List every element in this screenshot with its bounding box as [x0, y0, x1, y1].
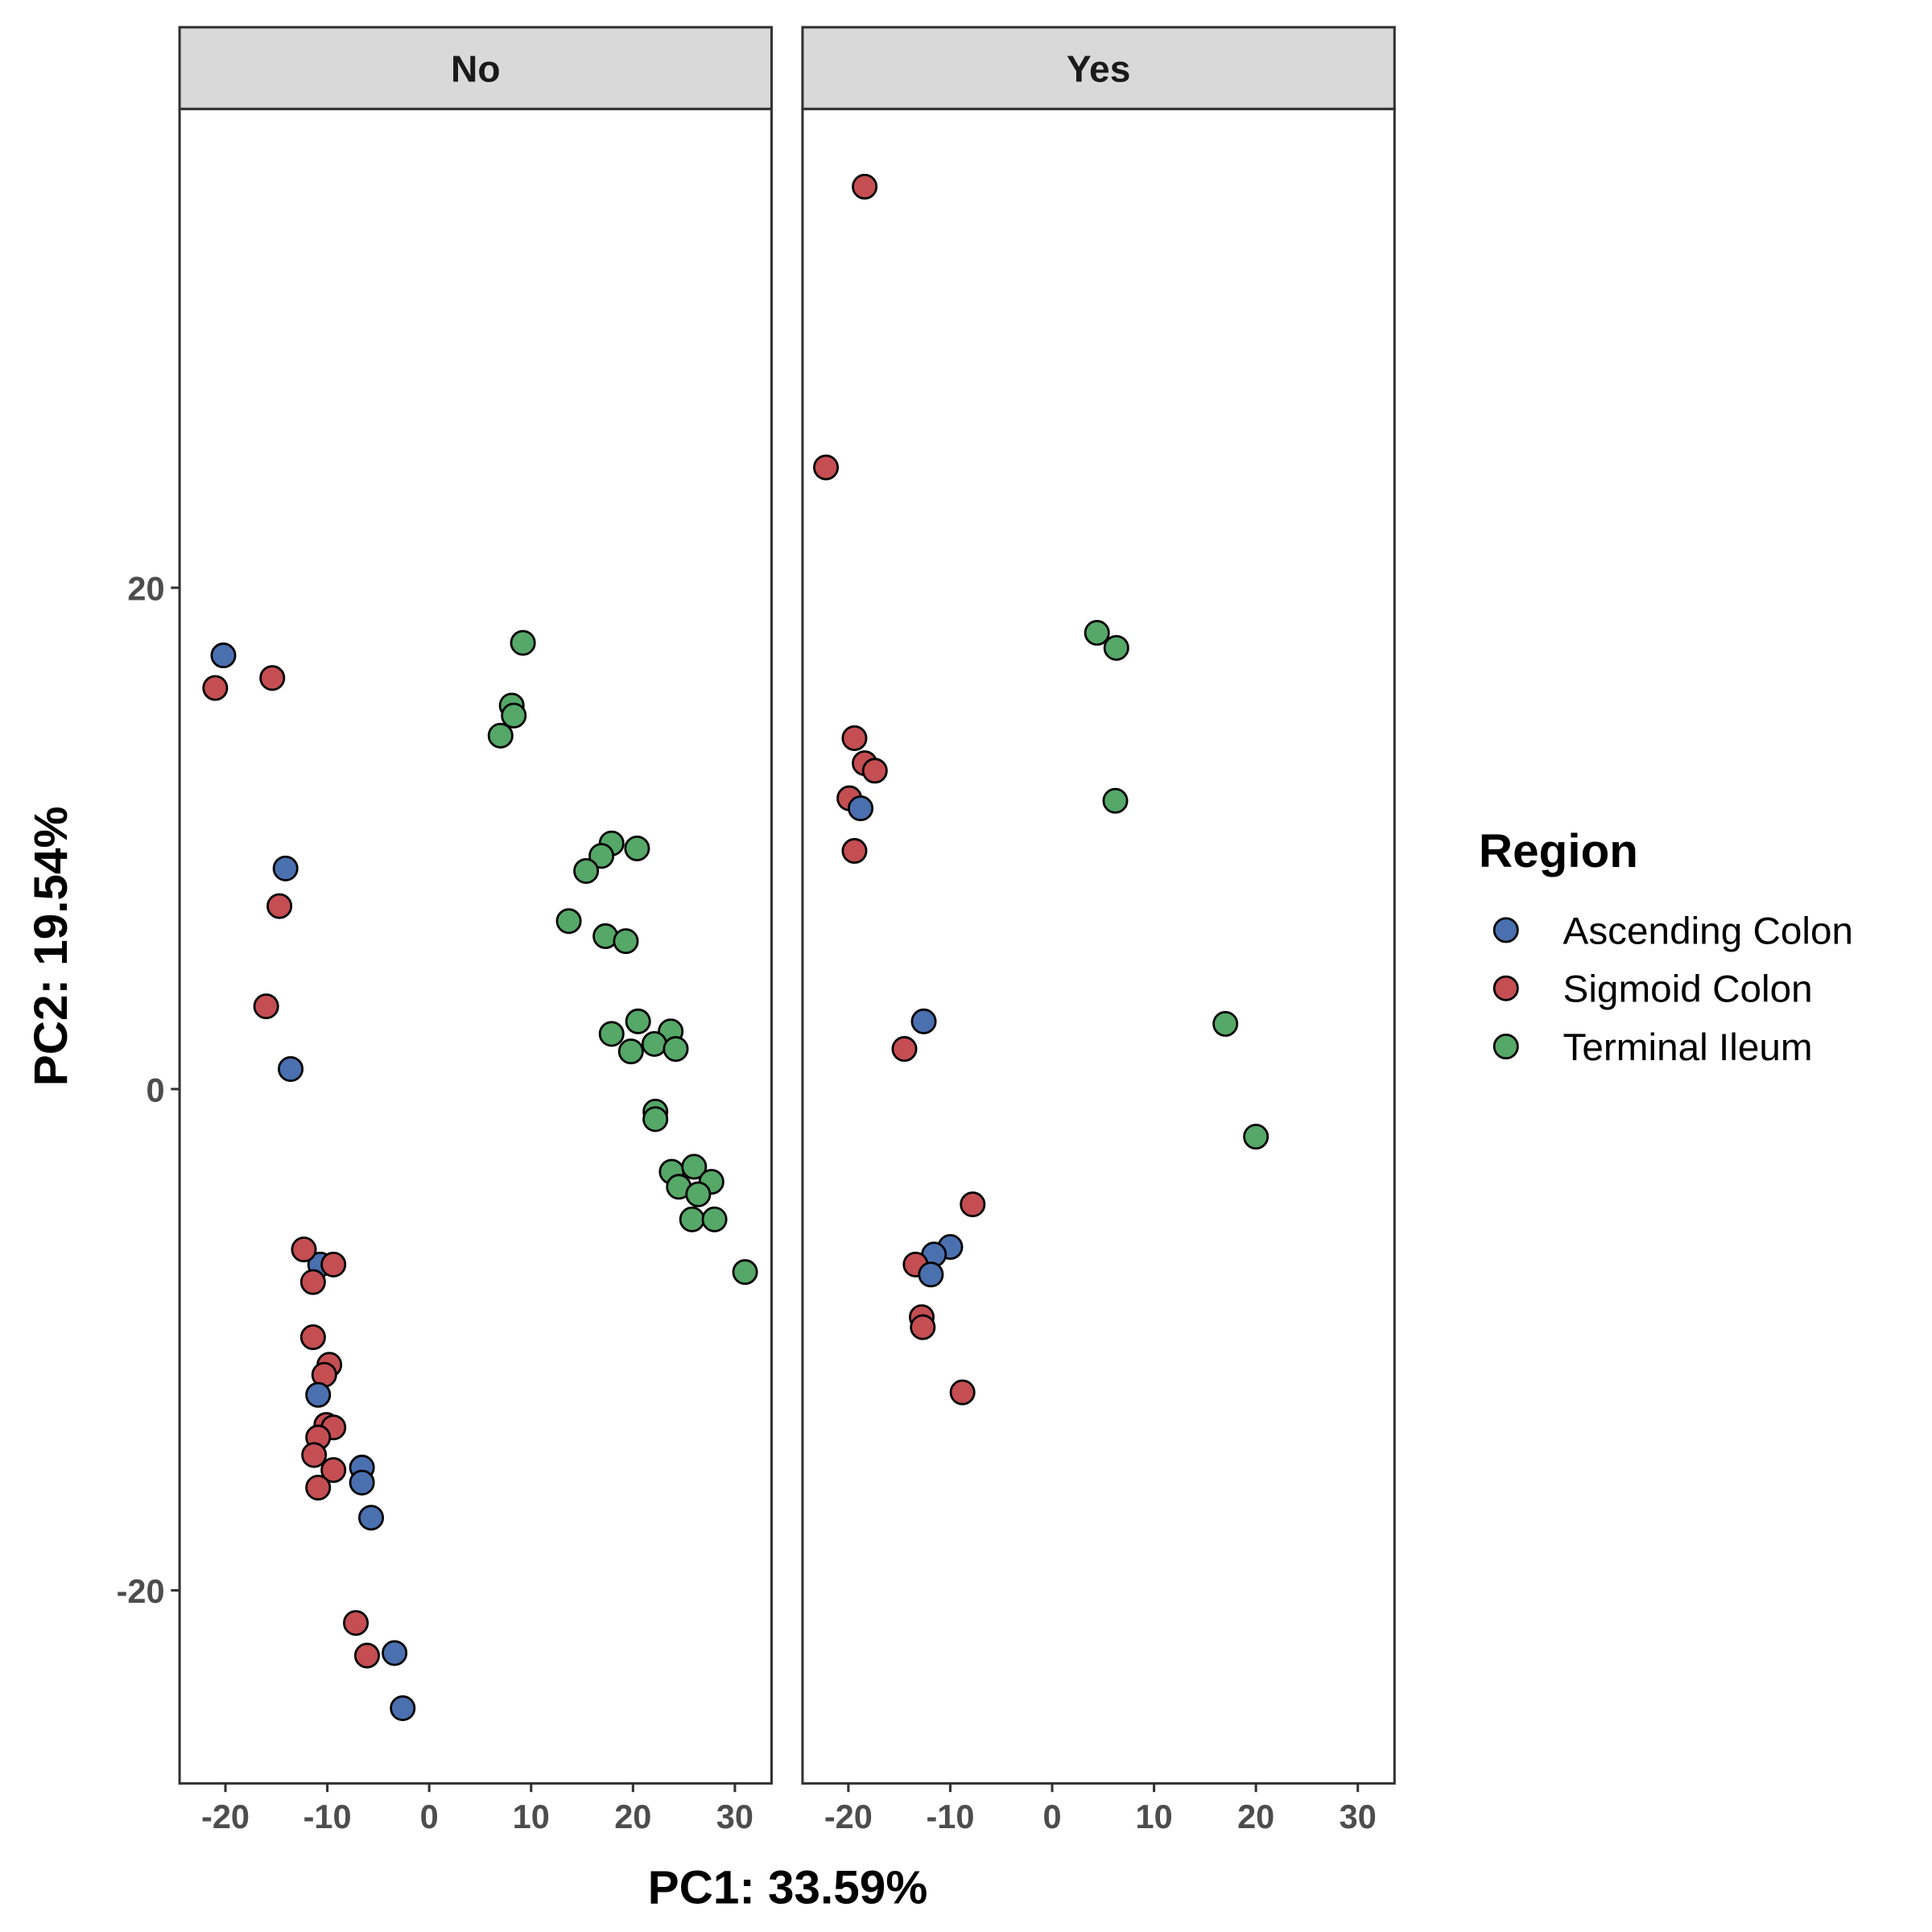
data-point-terminal-ileum	[663, 1036, 689, 1063]
x-tick-label: 0	[1042, 1798, 1061, 1835]
legend-key-terminal-ileum	[1492, 1034, 1519, 1059]
data-point-sigmoid-colon	[259, 665, 286, 691]
data-point-terminal-ileum	[1212, 1010, 1239, 1037]
data-point-sigmoid-colon	[852, 173, 878, 200]
y-tick-label: 20	[127, 569, 164, 607]
data-point-sigmoid-colon	[299, 1269, 326, 1295]
data-point-terminal-ileum	[1243, 1124, 1269, 1150]
panel-frame	[801, 107, 1396, 1785]
x-axis-title: PC1: 33.59%	[648, 1862, 928, 1914]
data-point-ascending-colon	[390, 1695, 416, 1721]
data-point-ascending-colon	[272, 855, 299, 881]
data-point-sigmoid-colon	[253, 993, 279, 1020]
data-point-terminal-ileum	[598, 1021, 625, 1047]
legend-label: Terminal Ileum	[1563, 1026, 1813, 1069]
legend-key-ascending-colon	[1492, 917, 1519, 943]
legend-key-sigmoid-colon	[1492, 975, 1519, 1001]
data-point-sigmoid-colon	[841, 838, 868, 865]
data-point-ascending-colon	[349, 1469, 375, 1496]
data-point-terminal-ileum	[679, 1206, 705, 1232]
facet-strip-label: No	[451, 48, 501, 90]
data-point-terminal-ileum	[1103, 634, 1129, 661]
data-point-terminal-ileum	[573, 857, 600, 884]
data-point-terminal-ileum	[641, 1030, 667, 1057]
data-point-terminal-ileum	[1084, 620, 1110, 646]
x-tick-label: 10	[513, 1798, 550, 1835]
panel-no: No -20 -10 0 10 20 30 -20 0 20	[117, 26, 774, 1835]
data-point-sigmoid-colon	[202, 675, 229, 701]
data-point-sigmoid-colon	[353, 1642, 380, 1669]
panel-frame	[178, 107, 774, 1785]
facet-strip-label: Yes	[1067, 48, 1131, 90]
data-point-terminal-ileum	[685, 1181, 712, 1208]
data-point-ascending-colon	[358, 1505, 385, 1531]
x-tick-label: 30	[716, 1798, 753, 1835]
data-point-sigmoid-colon	[343, 1610, 369, 1637]
data-point-ascending-colon	[305, 1381, 332, 1408]
legend-label: Ascending Colon	[1563, 910, 1854, 952]
data-point-terminal-ileum	[588, 843, 615, 869]
x-tick-label: 10	[1136, 1798, 1173, 1835]
legend-title: Region	[1479, 825, 1638, 877]
y-axis-title: PC2: 19.54%	[25, 807, 77, 1087]
data-point-sigmoid-colon	[891, 1036, 918, 1063]
data-point-terminal-ileum	[617, 1038, 644, 1065]
data-point-terminal-ileum	[510, 630, 536, 656]
data-point-sigmoid-colon	[841, 724, 868, 751]
data-point-terminal-ileum	[487, 722, 514, 749]
x-tick-label: 20	[614, 1798, 651, 1835]
data-point-sigmoid-colon	[305, 1474, 332, 1501]
data-point-sigmoid-colon	[949, 1379, 976, 1406]
data-point-ascending-colon	[382, 1640, 408, 1666]
x-tick-label: 20	[1237, 1798, 1274, 1835]
data-point-terminal-ileum	[701, 1206, 728, 1232]
data-point-terminal-ileum	[642, 1106, 669, 1133]
legend: Region Ascending Colon Sigmoid Colon Termi…	[1479, 825, 1853, 1069]
data-point-ascending-colon	[848, 795, 874, 822]
x-tick-label: -10	[303, 1798, 352, 1835]
x-tick-label: -10	[926, 1798, 974, 1835]
data-point-terminal-ileum	[1102, 787, 1129, 814]
data-point-sigmoid-colon	[861, 758, 888, 784]
data-point-terminal-ileum	[613, 928, 639, 955]
x-tick-label: -20	[824, 1798, 873, 1835]
x-tick-label: 0	[420, 1798, 439, 1835]
data-point-terminal-ileum	[681, 1154, 708, 1180]
data-point-sigmoid-colon	[910, 1314, 936, 1340]
data-point-terminal-ileum	[501, 702, 527, 729]
data-point-sigmoid-colon	[291, 1236, 317, 1263]
data-point-sigmoid-colon	[301, 1442, 328, 1468]
data-point-terminal-ileum	[625, 1008, 651, 1034]
data-point-sigmoid-colon	[320, 1457, 347, 1484]
data-point-sigmoid-colon	[266, 893, 293, 919]
y-tick-label: 0	[147, 1071, 165, 1108]
data-point-terminal-ileum	[732, 1259, 758, 1286]
data-point-sigmoid-colon	[813, 454, 840, 481]
data-point-ascending-colon	[910, 1008, 937, 1034]
x-tick-label: -20	[201, 1798, 250, 1835]
facet-strip	[178, 26, 774, 110]
data-point-sigmoid-colon	[320, 1251, 347, 1278]
data-point-sigmoid-colon	[960, 1191, 986, 1218]
data-point-ascending-colon	[210, 642, 237, 669]
data-point-ascending-colon	[918, 1261, 944, 1288]
data-point-ascending-colon	[278, 1055, 304, 1082]
panel-yes: Yes -20 -10 0 10 20 30	[801, 26, 1396, 1835]
data-point-terminal-ileum	[624, 835, 650, 861]
y-tick-label: -20	[117, 1572, 165, 1610]
data-point-sigmoid-colon	[299, 1324, 326, 1351]
legend-label: Sigmoid Colon	[1563, 968, 1813, 1011]
x-tick-label: 30	[1340, 1798, 1377, 1835]
data-point-terminal-ileum	[555, 908, 582, 935]
